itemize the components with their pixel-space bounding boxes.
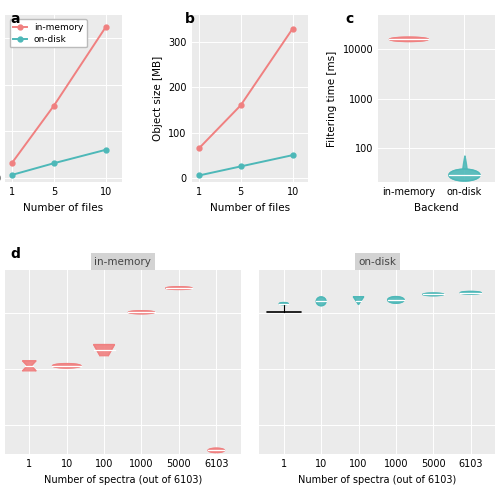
Polygon shape (316, 297, 326, 306)
X-axis label: Number of files: Number of files (24, 203, 103, 213)
Text: a: a (10, 12, 20, 26)
Text: c: c (345, 12, 353, 26)
X-axis label: Number of files: Number of files (210, 203, 290, 213)
Polygon shape (449, 169, 480, 181)
X-axis label: Number of spectra (out of 6103): Number of spectra (out of 6103) (44, 475, 202, 485)
X-axis label: Number of spectra (out of 6103): Number of spectra (out of 6103) (298, 475, 456, 485)
Text: b: b (185, 12, 195, 26)
Polygon shape (390, 37, 428, 41)
X-axis label: Backend: Backend (414, 203, 459, 213)
Polygon shape (279, 302, 288, 305)
Polygon shape (460, 291, 481, 294)
Polygon shape (128, 311, 154, 314)
Y-axis label: Object size [MB]: Object size [MB] (153, 56, 163, 141)
Text: d: d (10, 247, 20, 261)
Polygon shape (166, 287, 192, 289)
Polygon shape (388, 296, 404, 303)
Polygon shape (208, 448, 224, 453)
Polygon shape (94, 344, 114, 356)
Polygon shape (354, 297, 364, 304)
Title: in-memory: in-memory (94, 256, 151, 266)
Title: on-disk: on-disk (358, 256, 396, 266)
Polygon shape (52, 364, 81, 368)
Y-axis label: Filtering time [ms]: Filtering time [ms] (328, 50, 338, 147)
Polygon shape (423, 293, 444, 296)
Legend: in-memory, on-disk: in-memory, on-disk (10, 19, 87, 47)
Polygon shape (22, 361, 36, 371)
